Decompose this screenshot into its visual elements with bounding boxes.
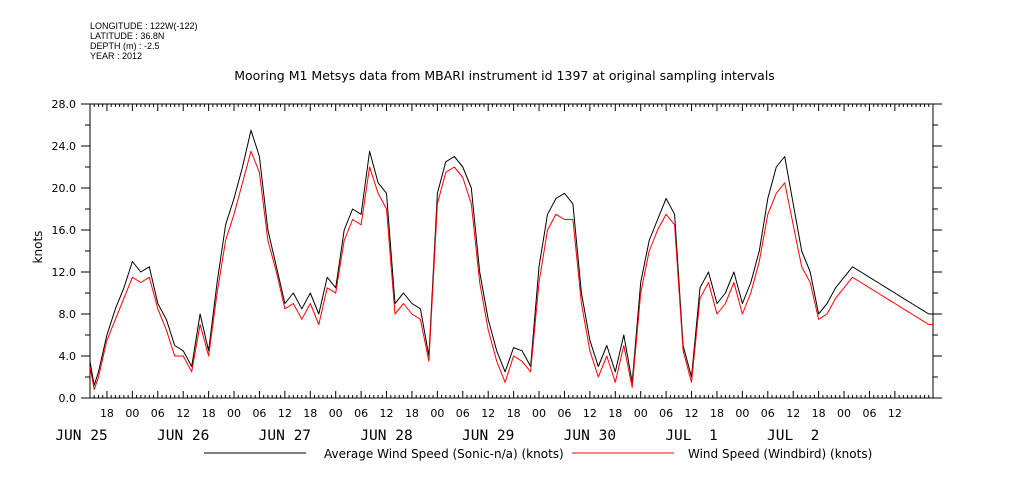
x-hour-label: 06 bbox=[354, 407, 368, 420]
x-hour-label: 06 bbox=[151, 407, 165, 420]
x-hour-label: 18 bbox=[710, 407, 724, 420]
series-line-average-wind bbox=[89, 129, 933, 386]
x-hour-label: 06 bbox=[862, 407, 876, 420]
x-hour-label: 06 bbox=[252, 407, 266, 420]
x-hour-label: 00 bbox=[329, 407, 343, 420]
depth-text: DEPTH (m) : -2.5 bbox=[90, 41, 160, 51]
x-day-label: JUN 28 bbox=[360, 428, 412, 444]
x-hour-label: 12 bbox=[685, 407, 699, 420]
y-tick-label: 12.0 bbox=[52, 266, 77, 279]
x-hour-label: 00 bbox=[837, 407, 851, 420]
x-day-label: JUN 26 bbox=[157, 428, 209, 444]
year-text: YEAR : 2012 bbox=[90, 51, 143, 61]
latitude-text: LATITUDE : 36.8N bbox=[90, 31, 165, 41]
metadata-block: LONGITUDE : 122W(-122) LATITUDE : 36.8N … bbox=[90, 21, 198, 61]
x-hour-label: 12 bbox=[786, 407, 800, 420]
x-hour-label: 18 bbox=[100, 407, 114, 420]
y-tick-label: 4.0 bbox=[59, 350, 77, 363]
chart-title: Mooring M1 Metsys data from MBARI instru… bbox=[234, 68, 775, 83]
x-hour-label: 00 bbox=[125, 407, 139, 420]
longitude-text: LONGITUDE : 122W(-122) bbox=[90, 21, 198, 31]
y-tick-label: 28.0 bbox=[52, 98, 77, 111]
x-day-label: JUN 30 bbox=[564, 428, 616, 444]
x-hour-label: 06 bbox=[659, 407, 673, 420]
x-hour-label: 18 bbox=[303, 407, 317, 420]
x-hour-label: 18 bbox=[202, 407, 216, 420]
y-axis-labels: 0.0 4.0 8.0 12.0 16.0 20.0 24.0 28.0 bbox=[52, 98, 77, 405]
x-hour-label: 12 bbox=[380, 407, 394, 420]
x-hour-label: 00 bbox=[430, 407, 444, 420]
y-tick-label: 24.0 bbox=[52, 140, 77, 153]
x-hour-label: 12 bbox=[583, 407, 597, 420]
x-hour-label: 12 bbox=[481, 407, 495, 420]
x-hour-label: 18 bbox=[507, 407, 521, 420]
x-hour-label: 18 bbox=[405, 407, 419, 420]
axis-ticks bbox=[81, 103, 942, 399]
x-axis-labels: 18 00 06 12 18 00 06 12 18 00 06 12 18 00 06 12 18 00 06 12… bbox=[55, 407, 902, 444]
x-hour-label: 06 bbox=[761, 407, 775, 420]
x-hour-label: 06 bbox=[557, 407, 571, 420]
x-day-label: JUN 25 bbox=[55, 428, 107, 444]
x-hour-label: 12 bbox=[888, 407, 902, 420]
x-hour-label: 00 bbox=[227, 407, 241, 420]
legend-label-windbird: Wind Speed (Windbird) (knots) bbox=[688, 447, 873, 461]
y-tick-label: 20.0 bbox=[52, 182, 77, 195]
x-day-label: JUL 2 bbox=[767, 428, 819, 444]
y-tick-label: 0.0 bbox=[59, 392, 77, 405]
x-hour-label: 00 bbox=[735, 407, 749, 420]
legend-label-average: Average Wind Speed (Sonic-n/a) (knots) bbox=[324, 447, 564, 461]
series-line-windbird bbox=[89, 150, 933, 391]
x-day-label: JUL 1 bbox=[665, 428, 717, 444]
x-hour-label: 12 bbox=[278, 407, 292, 420]
x-hour-label: 00 bbox=[532, 407, 546, 420]
x-day-label: JUN 29 bbox=[462, 428, 514, 444]
y-tick-label: 16.0 bbox=[52, 224, 77, 237]
x-day-label: JUN 27 bbox=[259, 428, 311, 444]
x-hour-label: 18 bbox=[608, 407, 622, 420]
x-hour-label: 12 bbox=[176, 407, 190, 420]
series-layer bbox=[89, 129, 933, 391]
x-hour-label: 18 bbox=[812, 407, 826, 420]
x-hour-label: 06 bbox=[456, 407, 470, 420]
x-hour-label: 00 bbox=[634, 407, 648, 420]
y-tick-label: 8.0 bbox=[59, 308, 77, 321]
